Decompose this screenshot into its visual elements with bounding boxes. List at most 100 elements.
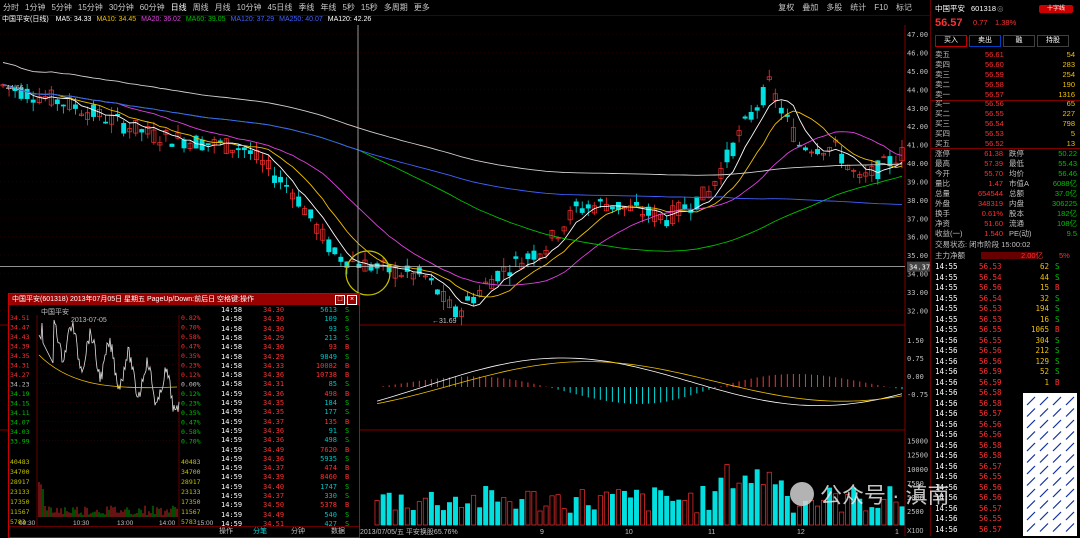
draw-tool-icon[interactable] (1065, 431, 1075, 440)
draw-tool-icon[interactable] (1039, 500, 1049, 509)
popup-tick-cell: 34.30 (263, 343, 285, 352)
draw-tool-icon[interactable] (1065, 500, 1075, 509)
draw-tool-icon[interactable] (1026, 511, 1036, 521)
draw-tool-icon[interactable] (1039, 454, 1049, 463)
last-price: 56.57 (935, 17, 963, 29)
popup-tick-cell: 34.36 (263, 436, 285, 445)
tab-0[interactable]: 分时 (3, 3, 19, 12)
tab-7[interactable]: 周线 (192, 3, 209, 12)
tab-11[interactable]: 季线 (298, 3, 315, 12)
draw-tool-icon[interactable] (1026, 419, 1036, 429)
ma5-line (2, 84, 903, 307)
draw-tool-icon[interactable] (1065, 511, 1075, 521)
draw-tool-icon[interactable] (1039, 419, 1049, 429)
maximize-icon[interactable]: □ (335, 295, 345, 305)
trade-status: 交易状态: 闭市阶段 15:00:02 (935, 240, 1031, 249)
draw-tool-icon[interactable] (1026, 477, 1036, 486)
tab-13[interactable]: 5秒 (342, 3, 355, 12)
toolbar-menu-2[interactable]: 多股 (826, 3, 843, 12)
popup-tab-0[interactable]: 操作 (219, 528, 233, 535)
draw-tool-icon[interactable] (1052, 408, 1062, 417)
draw-tool-icon[interactable] (1026, 465, 1036, 475)
popup-tab-1[interactable]: 分笔 (253, 528, 267, 535)
volume-bar (827, 487, 833, 526)
draw-tool-icon[interactable] (1052, 419, 1062, 429)
quote-tick-cell: 16 (1039, 314, 1049, 324)
draw-tool-stroke (1039, 523, 1049, 532)
draw-tool-icon[interactable] (1052, 477, 1062, 486)
close-icon[interactable]: × (347, 295, 357, 305)
drawing-toolbar[interactable] (1023, 393, 1077, 536)
draw-tool-icon[interactable] (1039, 442, 1049, 452)
draw-tool-icon[interactable] (1026, 523, 1036, 532)
draw-tool-icon[interactable] (1052, 500, 1062, 509)
tab-16[interactable]: 更多 (413, 3, 430, 12)
draw-tool-icon[interactable] (1065, 465, 1075, 475)
tab-14[interactable]: 15秒 (360, 3, 378, 12)
popup-tab-3[interactable]: 数据 (331, 528, 345, 535)
draw-tool-icon[interactable] (1026, 396, 1036, 406)
intraday-popup[interactable]: 中国平安(601318) 2013年07月05日 星期五 PageUp/Down… (8, 293, 360, 538)
trade-button-0[interactable]: 买入 (935, 35, 967, 47)
draw-tool-icon[interactable] (1065, 488, 1075, 498)
volume-bar (899, 506, 905, 526)
draw-tool-icon[interactable] (1039, 465, 1049, 475)
toolbar-menu-3[interactable]: 统计 (850, 3, 867, 12)
kline-chart[interactable]: 47.00 46.00 45.00 44.00 43.00 42.00 41.00 40.00… (0, 25, 930, 536)
draw-tool-icon[interactable] (1039, 511, 1049, 521)
tab-5[interactable]: 60分钟 (139, 3, 165, 12)
tab-6[interactable]: 日线 (170, 3, 187, 12)
popup-tab-2[interactable]: 分钟 (291, 528, 305, 535)
draw-tool-icon[interactable] (1039, 488, 1049, 498)
trade-button-2[interactable]: 融 (1003, 35, 1035, 47)
tab-12[interactable]: 年线 (320, 3, 337, 12)
volume-bar (525, 490, 531, 526)
draw-tool-icon[interactable] (1052, 396, 1062, 406)
tab-15[interactable]: 多周期 (383, 3, 408, 12)
candle-body (85, 112, 90, 120)
tag-badge[interactable]: 十字线 (1039, 5, 1073, 13)
draw-tool-icon[interactable] (1026, 431, 1036, 440)
draw-tool-icon[interactable] (1039, 431, 1049, 440)
quote-tick-cell: 56.56 (979, 356, 1002, 366)
tab-3[interactable]: 15分钟 (77, 3, 103, 12)
draw-tool-icon[interactable] (1052, 442, 1062, 452)
draw-tool-icon[interactable] (1065, 523, 1075, 532)
draw-tool-icon[interactable] (1052, 523, 1062, 532)
draw-tool-icon[interactable] (1052, 511, 1062, 521)
trade-button-3[interactable]: 持股 (1037, 35, 1069, 47)
toolbar-menu-5[interactable]: 标记 (896, 3, 912, 12)
draw-tool-icon[interactable] (1065, 408, 1075, 417)
draw-tool-icon[interactable] (1026, 442, 1036, 452)
draw-tool-icon[interactable] (1039, 408, 1049, 417)
tab-10[interactable]: 45日线 (267, 3, 293, 12)
draw-tool-icon[interactable] (1065, 396, 1075, 406)
draw-tool-icon[interactable] (1065, 454, 1075, 463)
trade-button-1[interactable]: 卖出 (969, 35, 1001, 47)
tab-4[interactable]: 30分钟 (108, 3, 134, 12)
tab-1[interactable]: 1分钟 (25, 3, 46, 12)
draw-tool-icon[interactable] (1065, 442, 1075, 452)
draw-tool-icon[interactable] (1026, 454, 1036, 463)
draw-tool-icon[interactable] (1026, 500, 1036, 509)
draw-tool-icon[interactable] (1039, 523, 1049, 532)
draw-tool-icon[interactable] (1065, 419, 1075, 429)
draw-tool-icon[interactable] (1039, 396, 1049, 406)
tab-2[interactable]: 5分钟 (51, 3, 72, 12)
toolbar-menu-1[interactable]: 叠加 (802, 3, 819, 12)
toolbar-menu-0[interactable]: 复权 (778, 3, 795, 12)
draw-tool-icon[interactable] (1052, 431, 1062, 440)
toolbar-menu-4[interactable]: F10 (874, 3, 888, 12)
draw-tool-icon[interactable] (1026, 408, 1036, 417)
draw-tool-icon[interactable] (1039, 477, 1049, 486)
draw-tool-icon[interactable] (1052, 465, 1062, 475)
draw-tool-icon[interactable] (1052, 454, 1062, 463)
tab-8[interactable]: 月线 (214, 3, 231, 12)
tab-9[interactable]: 10分钟 (236, 3, 262, 12)
draw-tool-icon[interactable] (1065, 477, 1075, 486)
toolbar-right-menu: 复权 叠加 多股 统计 F10 标记 (774, 0, 916, 15)
candle-body (229, 149, 235, 153)
dropdown-icon[interactable]: ◎ (997, 4, 1004, 13)
draw-tool-icon[interactable] (1052, 488, 1062, 498)
draw-tool-icon[interactable] (1026, 488, 1036, 498)
